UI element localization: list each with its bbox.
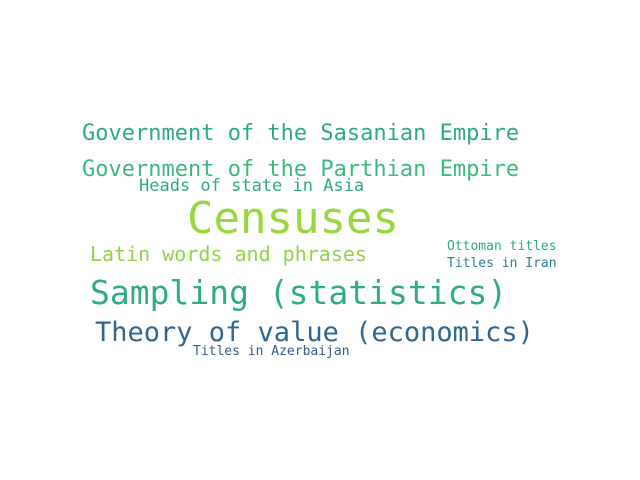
- word-titles-in-azerbaijan: Titles in Azerbaijan: [193, 344, 350, 359]
- word-sampling-statistics: Sampling (statistics): [90, 273, 508, 312]
- word-ottoman-titles: Ottoman titles: [447, 239, 557, 254]
- word-censuses: Censuses: [187, 193, 399, 244]
- word-heads-of-state-in-asia: Heads of state in Asia: [139, 176, 365, 196]
- word-theory-of-value-economics: Theory of value (economics): [95, 317, 534, 348]
- word-latin-words-and-phrases: Latin words and phrases: [90, 242, 367, 266]
- word-government-of-the-sasanian-empire: Government of the Sasanian Empire: [82, 121, 520, 146]
- word-titles-in-iran: Titles in Iran: [447, 256, 557, 271]
- word-government-of-the-parthian-empire: Government of the Parthian Empire: [82, 157, 520, 182]
